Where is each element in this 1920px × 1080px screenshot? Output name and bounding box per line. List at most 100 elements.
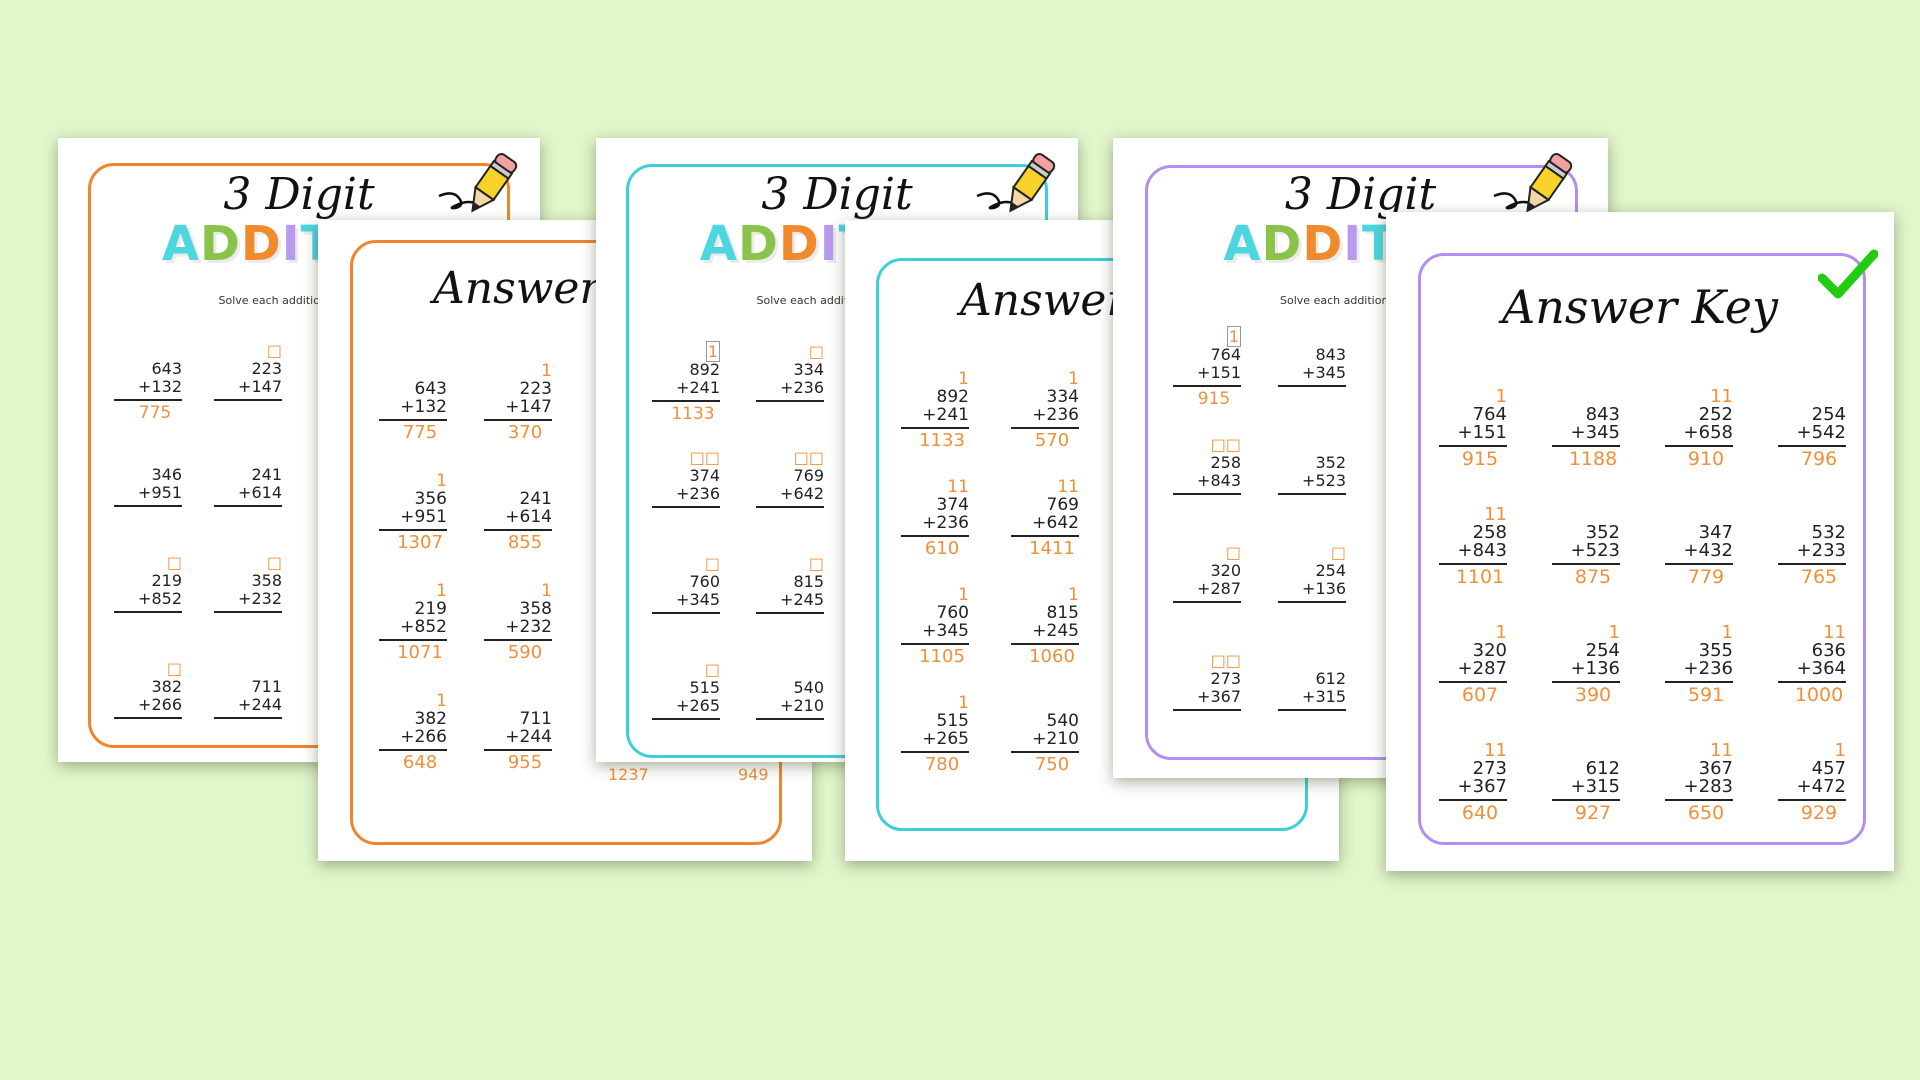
title-letter: I (281, 216, 301, 272)
addition-problem: 11 252 +658 910 (1665, 388, 1733, 506)
sum-line (1439, 445, 1507, 447)
sum-line (756, 506, 824, 508)
addition-problem: 711 +244 955 (484, 692, 552, 802)
bottom-addend: +241 (676, 378, 720, 397)
title-letter: A (1223, 216, 1262, 272)
problems-grid: 1 892 +241 1133 □ 334 +236 □□ 374 +236 □□ 769 +642 □ 7… (652, 341, 864, 767)
answer-sum (760, 722, 824, 742)
carry-text: 1 (436, 691, 447, 711)
sum-line (756, 400, 824, 402)
answer-sum (656, 510, 720, 530)
sum-line (484, 749, 552, 751)
worksheet-title-line1: 3 Digit (223, 169, 375, 220)
pencil-icon (973, 144, 1063, 224)
carry-digits: 1 (905, 694, 969, 712)
addition-problem: 1 358 +232 590 (484, 582, 552, 692)
bottom-addend: +266 (400, 727, 447, 747)
bottom-addend: +432 (1683, 540, 1733, 561)
addition-problem: □ 223 +147 (214, 342, 282, 448)
carry-text: 1 (1721, 622, 1733, 643)
addition-problem: 1 254 +136 390 (1552, 624, 1620, 742)
carry-text: □□ (1210, 435, 1241, 454)
top-addend: 356 (414, 489, 447, 509)
answer-sum: 607 (1461, 684, 1499, 706)
top-addend: 258 (1472, 522, 1507, 543)
sum-line (379, 529, 447, 531)
bottom-addend: +236 (1032, 405, 1079, 425)
carry-digits: 11 (1669, 742, 1733, 760)
answer-sum (218, 509, 282, 529)
addition-problem: 241 +614 (214, 448, 282, 554)
top-addend: 612 (1585, 758, 1620, 779)
answer-key-page: Answer Key 1 764 +151 915 843 +345 1188 11 252 +65… (1386, 212, 1894, 871)
bottom-addend: +265 (922, 729, 969, 749)
answer-sum: 610 (924, 538, 960, 559)
bottom-addend: +345 (922, 621, 969, 641)
carry-text: □□ (689, 448, 720, 467)
addition-problem: 11 367 +283 650 (1665, 742, 1733, 860)
carry-text: □ (166, 553, 182, 572)
carry-digits: 11 (1443, 742, 1507, 760)
carry-text: 11 (947, 477, 969, 497)
carry-digits (118, 448, 182, 466)
answer-sum: 570 (1034, 430, 1070, 451)
top-addend: 273 (1472, 758, 1507, 779)
answer-sum: 775 (138, 403, 172, 423)
sum-line (1278, 709, 1346, 711)
carry-digits: 11 (1015, 478, 1079, 496)
addition-problem: 1 892 +241 1133 (652, 341, 720, 449)
addition-problem: 347 +432 779 (1665, 506, 1733, 624)
sum-line (1173, 601, 1241, 603)
bottom-addend: +345 (1302, 363, 1346, 382)
addition-problem: 540 +210 750 (1011, 694, 1079, 802)
worksheet-title-line1: 3 Digit (1284, 169, 1437, 220)
carry-digits (118, 342, 182, 360)
bottom-addend: +147 (238, 377, 282, 396)
answer-sum: 591 (1687, 684, 1725, 706)
addition-problem: 11 374 +236 610 (901, 477, 969, 586)
addition-problem: 1 382 +266 648 (379, 691, 447, 802)
carry-text: 1 (1068, 369, 1079, 389)
bottom-addend: +245 (780, 590, 824, 609)
bottom-addend: +852 (138, 589, 182, 608)
answer-sum: 955 (507, 752, 543, 773)
answer-key-title: Answer Key (1502, 280, 1778, 334)
bottom-addend: +244 (238, 695, 282, 714)
answer-sum: 1105 (919, 646, 965, 667)
sum-line (1173, 493, 1241, 495)
sum-line (1778, 799, 1846, 801)
carry-text: □ (808, 342, 824, 361)
addition-problem: 1 760 +345 1105 (901, 586, 969, 694)
carry-text: 11 (1823, 622, 1846, 643)
carry-digits: □ (1177, 544, 1241, 562)
top-addend: 334 (1046, 387, 1079, 407)
top-addend: 769 (793, 466, 824, 485)
sum-line (756, 718, 824, 720)
addition-problem: 540 +210 (756, 661, 824, 767)
bottom-addend: +658 (1683, 422, 1733, 443)
addition-problem: 254 +542 796 (1778, 388, 1846, 506)
carry-text: □ (166, 659, 182, 678)
carry-text: □ (704, 554, 720, 573)
carry-digits: □ (760, 343, 824, 361)
sum-line (652, 400, 720, 402)
addition-problem: 11 273 +367 640 (1439, 742, 1507, 860)
sum-line (1665, 563, 1733, 565)
carry-digits (1015, 694, 1079, 712)
addition-problem: 711 +244 (214, 660, 282, 766)
top-addend: 764 (1210, 345, 1241, 364)
bottom-addend: +236 (922, 513, 969, 533)
addition-problem: 843 +345 (1278, 328, 1346, 436)
carry-text: □ (1225, 543, 1241, 562)
addition-problem: □ 254 +136 (1278, 544, 1346, 652)
carry-digits: □□ (656, 449, 720, 467)
carry-text: 1 (436, 471, 447, 491)
addition-problem: 643 +132 775 (379, 362, 447, 472)
answer-sum (1282, 713, 1346, 733)
top-addend: 515 (689, 678, 720, 697)
sum-line (1778, 681, 1846, 683)
sum-line (1278, 385, 1346, 387)
addition-problem: 346 +951 (114, 448, 182, 554)
answer-sum: 650 (1687, 802, 1725, 824)
top-addend: 219 (151, 571, 182, 590)
